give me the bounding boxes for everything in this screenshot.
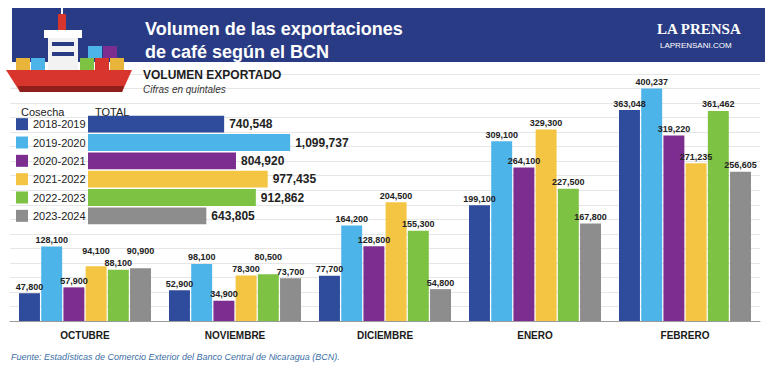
svg-text:361,462: 361,462	[702, 99, 735, 109]
svg-text:88,100: 88,100	[105, 258, 133, 268]
svg-text:78,300: 78,300	[232, 264, 260, 274]
svg-text:363,048: 363,048	[613, 99, 646, 109]
svg-text:TOTAL: TOTAL	[95, 106, 129, 118]
svg-text:912,862: 912,862	[261, 191, 305, 205]
svg-text:128,800: 128,800	[358, 235, 391, 245]
svg-text:309,100: 309,100	[485, 130, 518, 140]
svg-text:LA PRENSA: LA PRENSA	[657, 21, 741, 37]
svg-text:199,100: 199,100	[463, 194, 496, 204]
svg-text:643,805: 643,805	[211, 209, 255, 223]
svg-text:Fuente: Estadísticas de Comerc: Fuente: Estadísticas de Comercio Exterio…	[11, 352, 340, 362]
svg-text:VOLUMEN EXPORTADO: VOLUMEN EXPORTADO	[143, 68, 281, 82]
svg-text:271,235: 271,235	[680, 152, 713, 162]
svg-text:52,900: 52,900	[166, 279, 194, 289]
svg-text:FEBRERO: FEBRERO	[661, 330, 710, 341]
svg-text:977,435: 977,435	[273, 172, 317, 186]
svg-text:400,237: 400,237	[635, 77, 668, 87]
svg-text:204,500: 204,500	[380, 191, 413, 201]
svg-text:LAPRENSANI.COM: LAPRENSANI.COM	[660, 41, 732, 50]
svg-text:128,100: 128,100	[35, 235, 68, 245]
svg-text:98,100: 98,100	[188, 252, 216, 262]
svg-text:57,900: 57,900	[60, 276, 88, 286]
svg-text:de café según el BCN: de café según el BCN	[145, 42, 329, 62]
svg-text:NOVIEMBRE: NOVIEMBRE	[205, 330, 266, 341]
svg-text:2019-2020: 2019-2020	[33, 137, 86, 149]
svg-text:Cifras en quintales: Cifras en quintales	[143, 84, 226, 95]
svg-text:OCTUBRE: OCTUBRE	[60, 330, 110, 341]
svg-text:256,605: 256,605	[724, 160, 757, 170]
svg-text:Volumen de las exportaciones: Volumen de las exportaciones	[145, 19, 403, 39]
svg-text:90,900: 90,900	[127, 246, 155, 256]
svg-text:227,500: 227,500	[552, 177, 585, 187]
svg-text:1,099,737: 1,099,737	[295, 136, 349, 150]
svg-text:319,220: 319,220	[658, 124, 691, 134]
svg-text:155,300: 155,300	[402, 219, 435, 229]
svg-text:2022-2023: 2022-2023	[33, 192, 86, 204]
svg-text:47,800: 47,800	[16, 282, 44, 292]
svg-text:54,800: 54,800	[427, 278, 455, 288]
svg-text:2018-2019: 2018-2019	[33, 118, 86, 130]
svg-text:2020-2021: 2020-2021	[33, 155, 86, 167]
svg-text:264,100: 264,100	[508, 156, 541, 166]
svg-text:740,548: 740,548	[229, 117, 273, 131]
svg-text:80,500: 80,500	[255, 252, 283, 262]
svg-text:167,800: 167,800	[574, 212, 607, 222]
svg-text:ENERO: ENERO	[517, 330, 553, 341]
svg-text:164,200: 164,200	[335, 214, 368, 224]
svg-text:Cosecha: Cosecha	[21, 106, 65, 118]
svg-text:329,300: 329,300	[530, 118, 563, 128]
svg-text:2021-2022: 2021-2022	[33, 173, 86, 185]
svg-text:73,700: 73,700	[277, 267, 305, 277]
svg-text:94,100: 94,100	[82, 246, 110, 256]
svg-text:77,700: 77,700	[316, 264, 344, 274]
svg-text:804,920: 804,920	[241, 154, 285, 168]
svg-text:DICIEMBRE: DICIEMBRE	[357, 330, 413, 341]
svg-text:2023-2024: 2023-2024	[33, 210, 86, 222]
svg-text:34,900: 34,900	[210, 289, 238, 299]
